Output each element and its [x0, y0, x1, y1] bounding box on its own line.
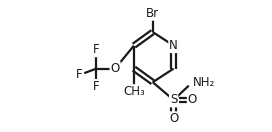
Text: S: S	[170, 93, 177, 107]
Text: CH₃: CH₃	[123, 85, 145, 98]
Text: O: O	[110, 62, 120, 75]
Text: O: O	[169, 112, 178, 125]
Text: O: O	[188, 93, 197, 107]
Text: F: F	[93, 80, 100, 93]
Text: F: F	[76, 68, 83, 81]
Text: N: N	[169, 39, 178, 52]
Text: NH₂: NH₂	[192, 76, 215, 89]
Text: F: F	[93, 43, 100, 56]
Text: Br: Br	[146, 7, 159, 20]
